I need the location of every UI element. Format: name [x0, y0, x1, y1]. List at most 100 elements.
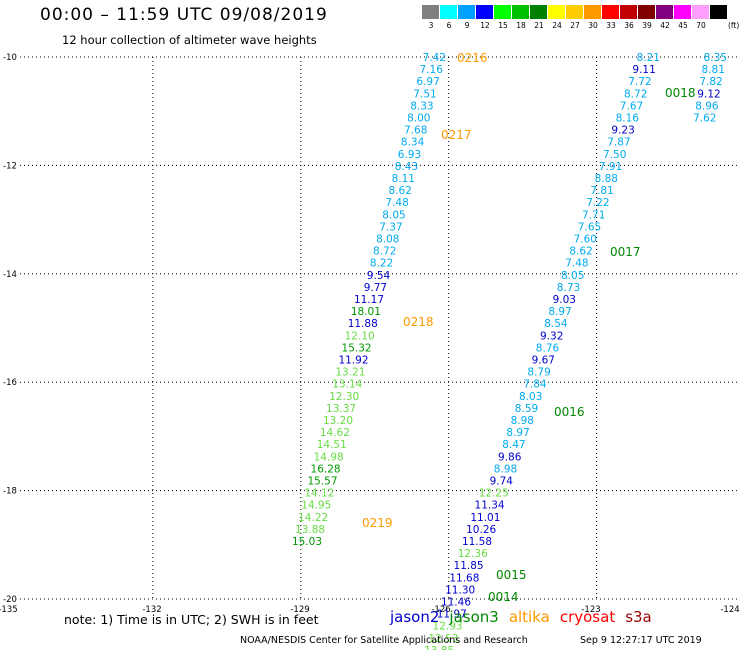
wave-height-value: 9.03 — [553, 294, 576, 306]
wave-height-value: 11.88 — [348, 318, 378, 330]
wave-height-value: 8.97 — [506, 427, 529, 439]
wave-height-colorbar: 3 6 9 12 15 18 21 24 27 30 33 36 39 42 45 70 (ft) — [422, 5, 739, 30]
colorbar-label: 12 — [480, 21, 490, 30]
wave-height-value: 8.35 — [704, 52, 727, 64]
legend-cryosat: cryosat — [559, 608, 616, 626]
map-title: 00:00 – 11:59 UTC 09/08/2019 — [40, 5, 328, 25]
wave-height-value: 7.68 — [404, 125, 427, 137]
wave-height-value: 9.12 — [697, 88, 720, 100]
colorbar-bin — [710, 5, 728, 30]
wave-height-value: 8.88 — [595, 173, 618, 185]
colorbar-label: 70 — [696, 21, 706, 30]
wave-height-value: 8.03 — [519, 391, 542, 403]
wave-height-value: 7.60 — [574, 234, 597, 246]
wave-height-value: 7.16 — [420, 64, 444, 76]
longitude-tick-label: -129 — [290, 605, 309, 615]
wave-height-value: 8.81 — [702, 64, 725, 76]
observation-labels: 7.427.166.977.518.338.007.688.346.938.43… — [292, 52, 727, 650]
colorbar-swatch — [584, 5, 602, 19]
wave-height-value: 16.28 — [311, 463, 341, 475]
wave-height-value: 7.51 — [413, 88, 436, 100]
wave-height-value: 13.14 — [332, 379, 362, 391]
wave-height-value: 14.12 — [304, 488, 334, 500]
wave-height-value: 9.32 — [540, 330, 563, 342]
wave-height-value: 11.46 — [441, 597, 471, 609]
wave-height-value: 9.67 — [532, 355, 555, 367]
colorbar-bin: 6 — [440, 5, 458, 30]
wave-height-value: 8.54 — [544, 318, 568, 330]
wave-height-value: 9.23 — [611, 125, 634, 137]
colorbar-swatch — [638, 5, 656, 19]
colorbar-label: 9 — [464, 21, 470, 30]
latitude-tick-label: -18 — [3, 487, 17, 497]
wave-height-value: 8.33 — [410, 100, 433, 112]
wave-height-value: 12.10 — [345, 330, 375, 342]
latitude-tick-label: -12 — [3, 161, 17, 171]
wave-height-value: 15.32 — [342, 342, 372, 354]
pass-time-label: 0216 — [457, 51, 488, 65]
colorbar-swatch — [710, 5, 728, 19]
colorbar-label: 36 — [624, 21, 634, 30]
wave-height-value: 8.76 — [536, 342, 560, 354]
wave-height-value: 8.47 — [502, 439, 525, 451]
colorbar-swatch — [458, 5, 476, 19]
wave-height-value: 8.73 — [557, 282, 580, 294]
wave-height-value: 6.93 — [398, 149, 421, 161]
longitude-tick-label: -126 — [431, 605, 450, 615]
colorbar-swatch — [494, 5, 512, 19]
wave-height-value: 6.97 — [416, 76, 439, 88]
wave-height-value: 8.62 — [389, 185, 412, 197]
colorbar-swatch — [674, 5, 692, 19]
wave-height-value: 9.86 — [498, 451, 522, 463]
wave-height-value: 12.36 — [458, 548, 488, 560]
colorbar-label: 30 — [588, 21, 598, 30]
wave-height-value: 9.11 — [632, 64, 655, 76]
wave-height-value: 8.43 — [395, 161, 418, 173]
colorbar-label: 33 — [606, 21, 616, 30]
wave-height-value: 8.11 — [392, 173, 415, 185]
wave-height-value: 11.97 — [437, 609, 467, 621]
colorbar-bin: 12 — [476, 5, 494, 30]
wave-height-value: 15.03 — [292, 536, 322, 548]
pass-time-label: 0217 — [441, 128, 472, 142]
colorbar-bin: 21 — [530, 5, 548, 30]
pass-time-label: 0015 — [496, 568, 527, 582]
wave-height-value: 12.53 — [428, 633, 458, 645]
wave-height-value: 8.59 — [515, 403, 538, 415]
wave-height-value: 13.37 — [326, 403, 356, 415]
map-grid — [20, 56, 740, 600]
wave-height-value: 7.81 — [590, 185, 613, 197]
wave-height-value: 13.85 — [424, 645, 454, 650]
legend-altika: altika — [508, 608, 550, 626]
wave-height-value: 11.68 — [449, 572, 479, 584]
wave-height-value: 13.20 — [323, 415, 353, 427]
colorbar-swatch — [440, 5, 458, 19]
wave-height-value: 14.22 — [298, 512, 328, 524]
latitude-tick-label: -20 — [3, 595, 17, 605]
colorbar-swatch — [656, 5, 674, 19]
wave-height-value: 7.50 — [603, 149, 626, 161]
wave-height-value: 8.00 — [407, 113, 430, 125]
colorbar-bin: 33 — [602, 5, 620, 30]
wave-height-value: 8.22 — [370, 258, 393, 270]
wave-height-value: 9.54 — [367, 270, 391, 282]
wave-height-value: 8.08 — [376, 234, 399, 246]
legend-s3a: s3a — [625, 608, 652, 626]
wave-height-value: 8.79 — [527, 367, 550, 379]
colorbar-bin: 70 — [692, 5, 710, 30]
wave-height-value: 12.93 — [433, 621, 463, 633]
colorbar-swatch — [566, 5, 584, 19]
wave-height-value: 7.22 — [586, 197, 609, 209]
wave-height-value: 7.37 — [379, 221, 402, 233]
wave-height-value: 7.42 — [423, 52, 446, 64]
wave-height-value: 7.87 — [607, 137, 630, 149]
legend-jason3: jason3 — [449, 608, 499, 626]
colorbar-label: 39 — [642, 21, 652, 30]
wave-height-value: 13.88 — [295, 524, 325, 536]
pass-time-label: 0219 — [362, 516, 393, 530]
legend-jason2: jason2 — [390, 608, 440, 626]
colorbar-swatch — [548, 5, 566, 19]
wave-height-value: 12.30 — [329, 391, 359, 403]
longitude-tick-label: -135 — [0, 605, 18, 615]
longitude-tick-label: -124 — [720, 605, 739, 615]
